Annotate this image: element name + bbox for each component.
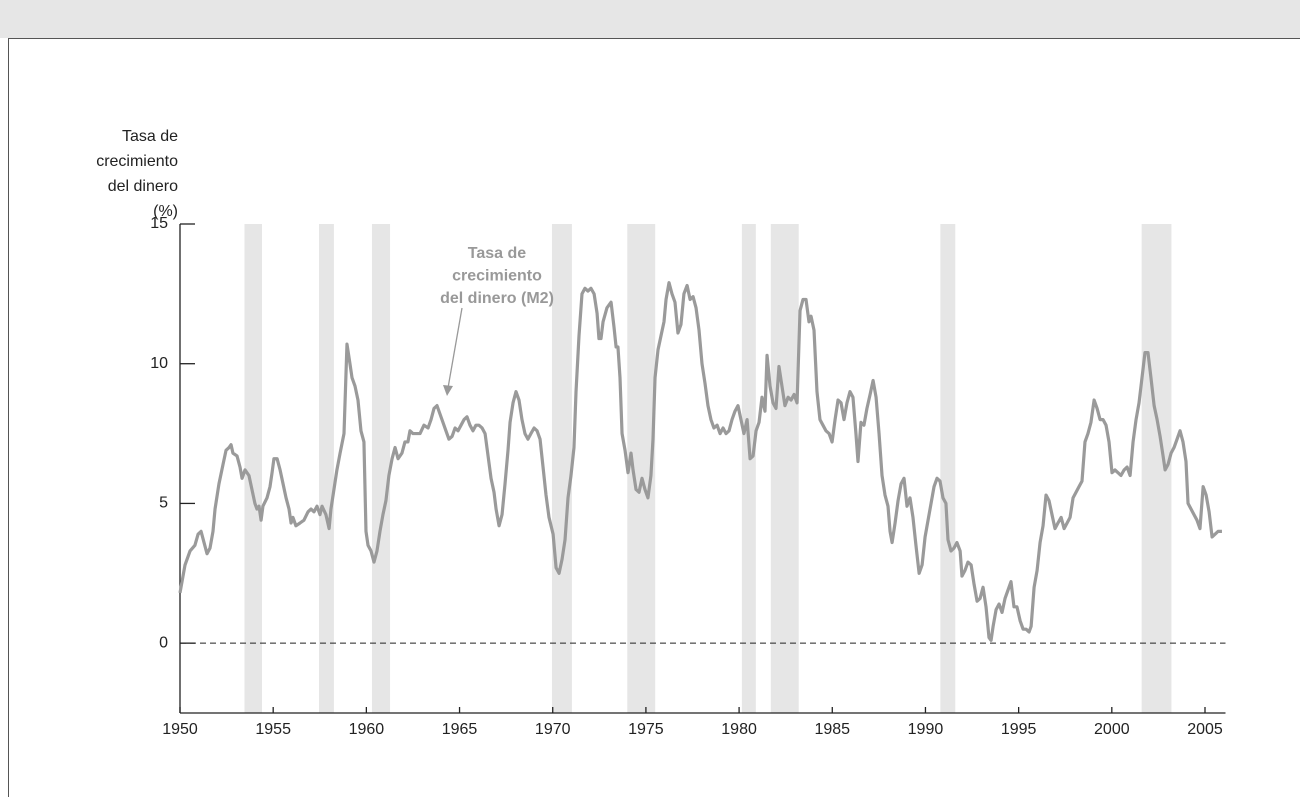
shaded-range <box>551 224 572 713</box>
x-tick-label: 1960 <box>349 721 385 738</box>
shaded-range <box>770 224 799 713</box>
shaded-range <box>741 224 756 713</box>
x-tick-label: 1980 <box>721 721 757 738</box>
annotation-arrowhead <box>443 385 453 396</box>
y-tick-label: 5 <box>159 495 168 512</box>
annotation-arrow <box>447 307 463 389</box>
annotation: del dinero (M2) <box>440 290 554 307</box>
x-tick-label: 2000 <box>1094 721 1130 738</box>
y-tick-label: 0 <box>159 634 168 651</box>
annotation: Tasa de <box>468 245 527 262</box>
x-tick-label: 1950 <box>162 721 198 738</box>
x-tick-label: 1985 <box>814 721 850 738</box>
x-tick-label: 1995 <box>1001 721 1037 738</box>
y-axis-label: Tasa de <box>122 128 178 145</box>
x-tick-label: 1970 <box>535 721 571 738</box>
shaded-range <box>244 224 262 713</box>
x-tick-label: 1955 <box>255 721 291 738</box>
y-tick-label: 10 <box>150 355 168 372</box>
panel-border <box>8 38 1300 797</box>
x-tick-label: 2005 <box>1187 721 1223 738</box>
data-line <box>178 281 1222 642</box>
x-tick-label: 1975 <box>628 721 664 738</box>
y-axis-label: del dinero <box>108 178 178 195</box>
shaded-range <box>371 224 391 713</box>
y-tick-label: 15 <box>150 215 168 232</box>
y-axis-label: crecimiento <box>96 153 178 170</box>
annotation: crecimiento <box>452 268 542 285</box>
shaded-range <box>940 224 956 713</box>
x-tick-label: 1990 <box>908 721 944 738</box>
x-tick-label: 1965 <box>442 721 478 738</box>
top-band <box>0 0 1300 38</box>
shaded-range <box>319 224 334 713</box>
y-axis-label: (%) <box>153 203 178 220</box>
